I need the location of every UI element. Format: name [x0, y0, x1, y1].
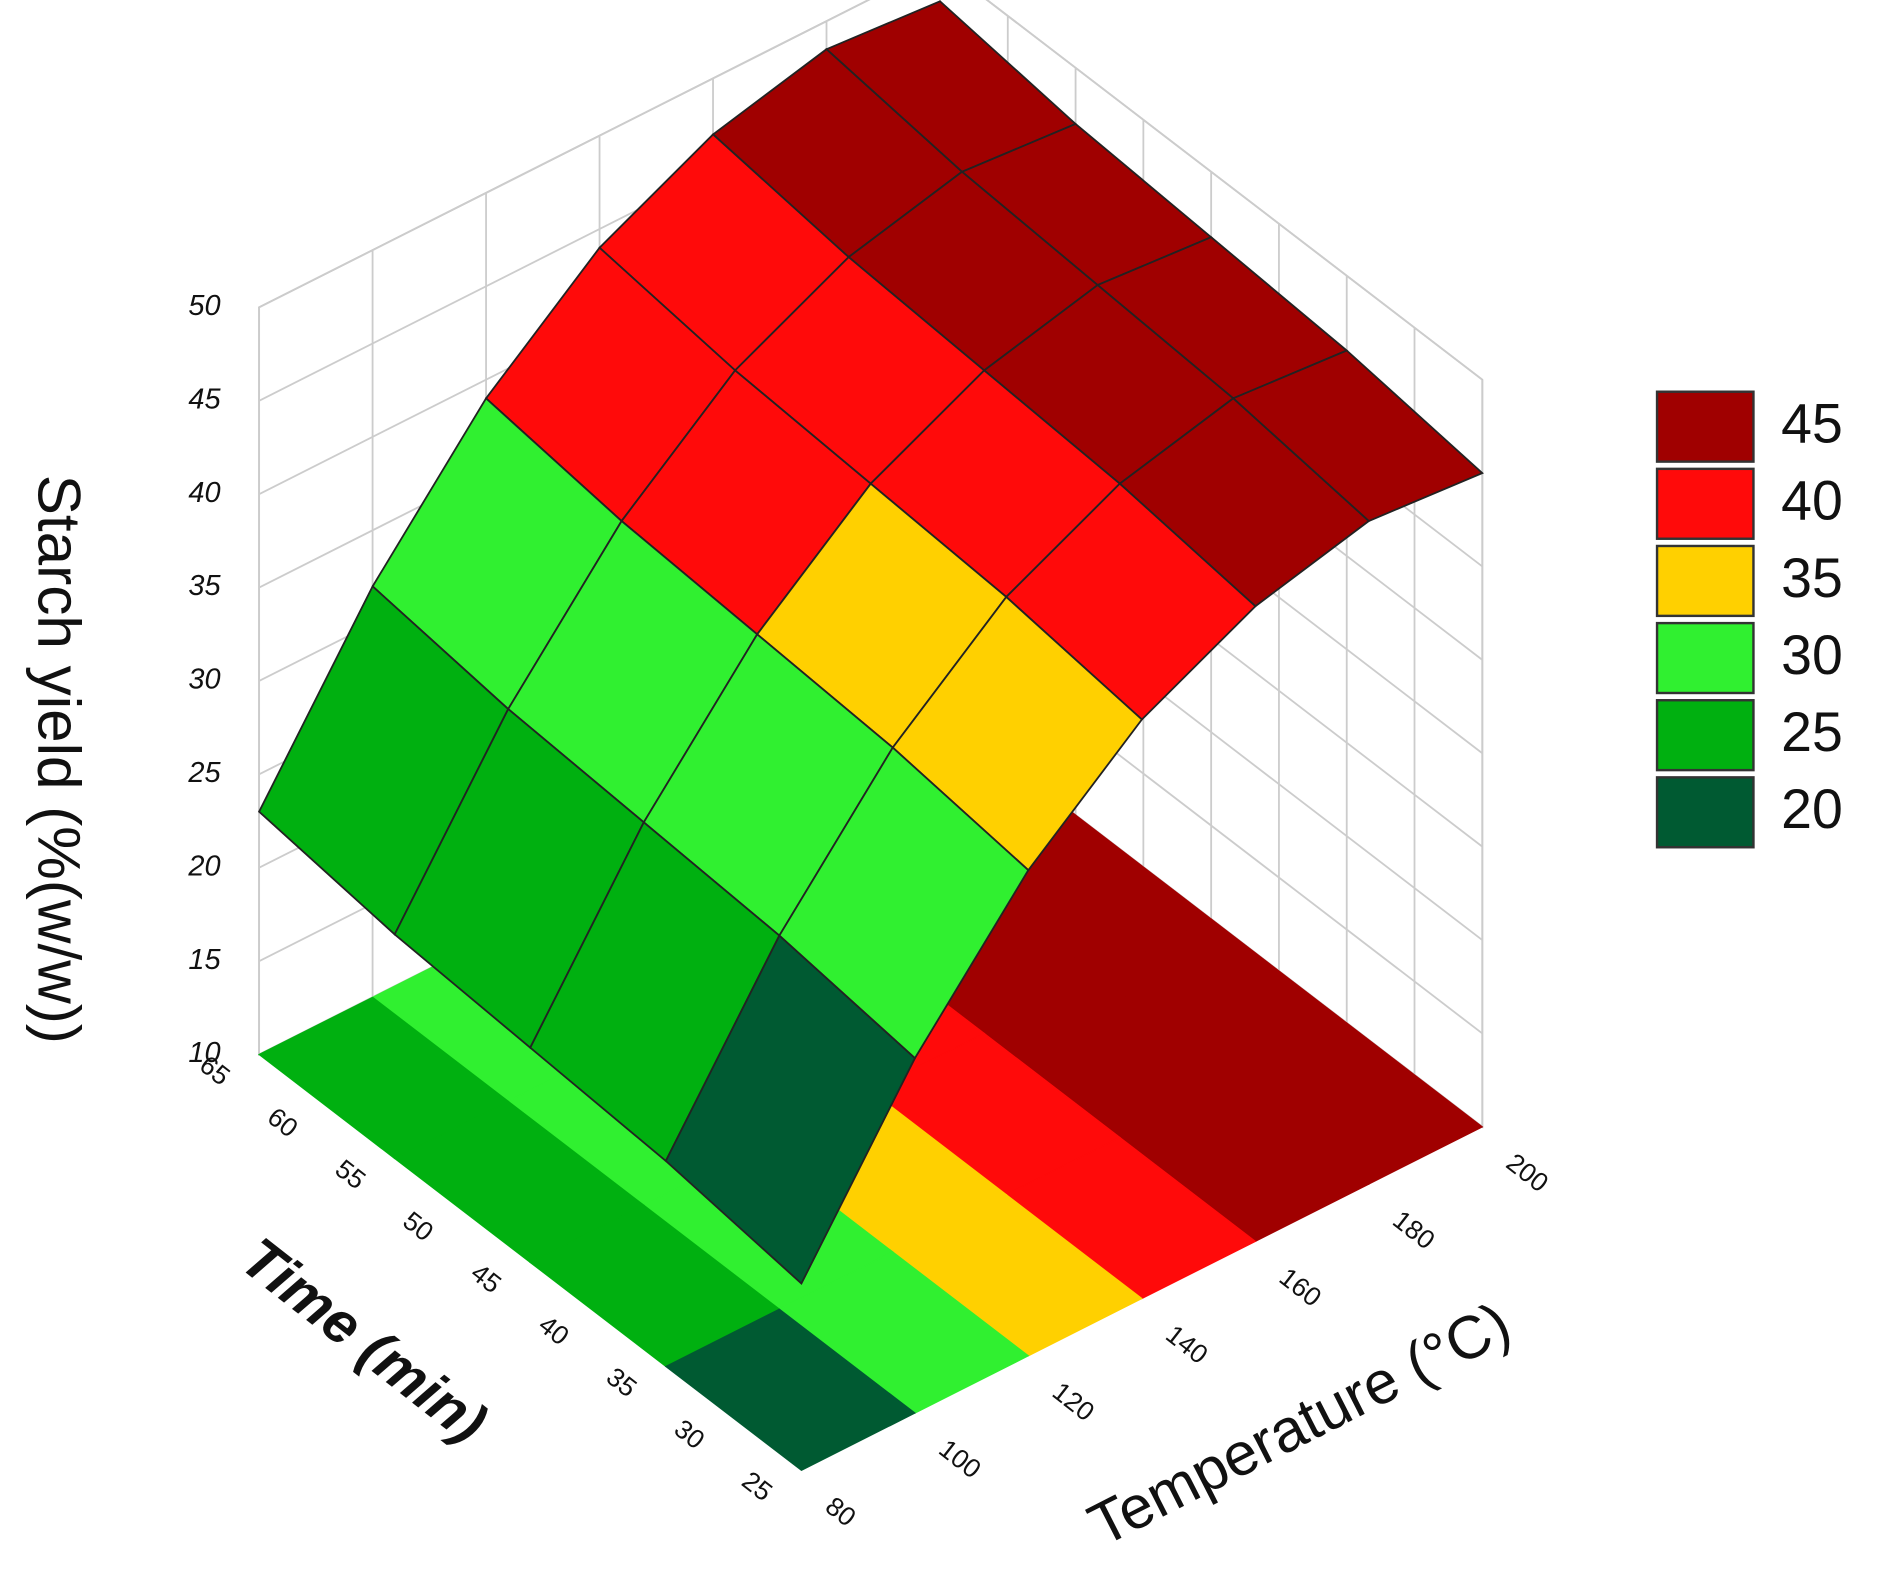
z-tick-label: 30	[188, 664, 220, 696]
y-tick-label: 30	[669, 1413, 711, 1455]
floor-cell	[664, 1308, 917, 1472]
legend-label: 40	[1781, 470, 1843, 532]
y-axis-title: Time (min)	[229, 1226, 498, 1456]
surface-cell	[664, 934, 917, 1285]
legend-label: 20	[1781, 778, 1843, 840]
x-tick-label: 120	[1047, 1376, 1100, 1427]
x-tick-label: 140	[1160, 1319, 1213, 1370]
z-tick-label: 50	[188, 290, 220, 322]
y-tick-label: 35	[601, 1361, 643, 1403]
labels: 1015202530354045502530354045505560658010…	[187, 290, 1842, 1532]
surface	[257, 0, 1484, 1285]
legend-label: 45	[1781, 393, 1843, 455]
z-axis-title: Starch yield (%(w/w))	[25, 475, 93, 1044]
legend-swatch	[1655, 776, 1755, 849]
legend-swatch	[1655, 467, 1755, 540]
x-tick-label: 200	[1501, 1147, 1554, 1198]
x-axis-title: Temperature (°C)	[1078, 1288, 1521, 1559]
x-tick-label: 80	[820, 1491, 862, 1533]
y-tick-label: 25	[736, 1465, 778, 1507]
y-tick-label: 55	[330, 1153, 372, 1195]
z-tick-label: 45	[188, 383, 221, 415]
legend-swatch	[1655, 390, 1755, 463]
y-tick-label: 45	[465, 1257, 507, 1299]
z-tick-label: 40	[188, 477, 220, 509]
legend-label: 30	[1781, 624, 1843, 686]
y-tick-label: 50	[397, 1205, 439, 1247]
legend-swatch	[1655, 544, 1755, 618]
x-tick-label: 160	[1274, 1262, 1327, 1313]
x-tick-label: 180	[1387, 1204, 1440, 1255]
z-tick-label: 10	[188, 1037, 220, 1069]
x-tick-label: 100	[933, 1433, 986, 1484]
legend-swatch	[1655, 621, 1755, 695]
y-tick-label: 60	[262, 1101, 304, 1143]
z-tick-label: 15	[188, 944, 221, 976]
y-tick-label: 40	[533, 1309, 575, 1351]
legend-label: 25	[1781, 701, 1843, 763]
legend-label: 35	[1781, 547, 1843, 609]
legend-swatch	[1655, 699, 1755, 772]
z-tick-label: 25	[187, 757, 221, 789]
z-tick-label: 35	[188, 570, 221, 602]
z-tick-label: 20	[187, 850, 220, 882]
